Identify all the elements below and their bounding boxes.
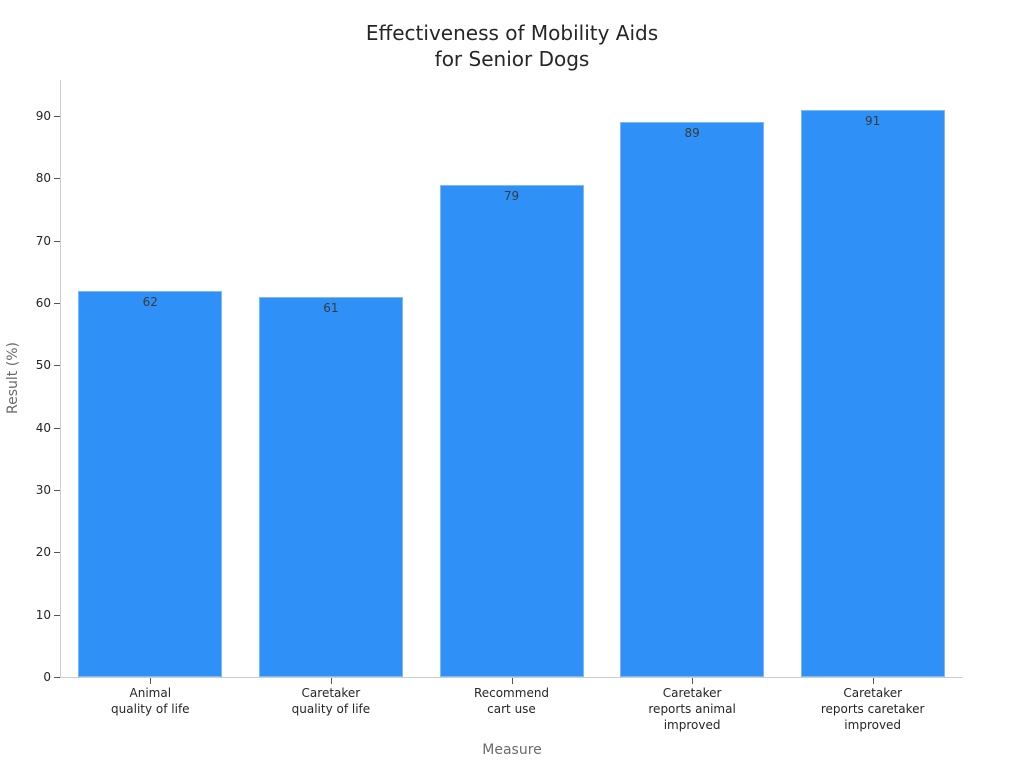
y-tick-mark <box>54 614 60 616</box>
bar: 91 <box>800 109 945 677</box>
y-tick: 20 <box>0 545 60 566</box>
y-tick: 50 <box>0 358 60 379</box>
x-tick-label-line: improved <box>663 718 721 732</box>
bar: 89 <box>620 122 765 677</box>
bar-value-label: 61 <box>323 300 339 315</box>
x-tick-label: Recommend cart use <box>422 685 602 717</box>
y-tick-label: 80 <box>35 171 51 186</box>
y-tick: 60 <box>0 296 60 317</box>
x-tick-mark <box>692 678 693 684</box>
y-tick-mark <box>54 365 60 367</box>
bar-value-label: 91 <box>865 113 881 128</box>
y-tick: 10 <box>0 608 60 629</box>
y-tick-label: 90 <box>35 109 51 123</box>
y-tick-label: 10 <box>35 607 51 622</box>
bar: 61 <box>258 296 403 677</box>
x-tick-mark <box>873 678 874 684</box>
chart-title: Effectiveness of Mobility Aids for Senio… <box>0 20 1024 72</box>
y-tick: 0 <box>0 670 60 691</box>
x-tick-label-line: cart use <box>487 702 536 716</box>
y-tick-label: 40 <box>35 420 51 435</box>
x-tick-mark <box>331 678 332 684</box>
bar-value-label: 79 <box>503 188 520 203</box>
x-tick-label-line: Caretaker <box>662 686 722 700</box>
x-tick-label-line: Recommend <box>473 686 550 700</box>
y-axis-line <box>60 80 61 677</box>
chart-title-line-1: Effectiveness of Mobility Aids <box>365 21 659 45</box>
y-tick: 80 <box>0 171 60 192</box>
bar: 79 <box>439 184 584 677</box>
x-tick-mark <box>150 678 151 684</box>
x-tick-label-line: quality of life <box>111 702 190 716</box>
x-tick-label-line: improved <box>844 718 902 732</box>
y-tick-mark <box>54 427 60 429</box>
y-tick-label: 50 <box>35 358 51 373</box>
y-tick: 70 <box>0 234 60 255</box>
x-tick-label: Caretaker quality of life <box>241 685 421 717</box>
x-tick-label-line: reports caretaker <box>820 702 925 716</box>
y-tick-label: 20 <box>35 545 51 560</box>
y-tick-mark <box>54 490 60 491</box>
bar-value-label: 89 <box>684 126 700 141</box>
x-tick-label-line: quality of life <box>291 702 371 716</box>
y-tick-mark <box>54 116 60 117</box>
x-axis-label: Measure <box>482 742 542 758</box>
x-tick-label-line: reports animal <box>648 702 736 716</box>
y-tick: 40 <box>0 421 60 442</box>
y-tick-mark <box>54 552 60 554</box>
y-tick-mark <box>54 677 60 678</box>
x-tick-label-line: Caretaker <box>843 686 903 700</box>
bar: 62 <box>78 290 223 677</box>
y-tick-label: 60 <box>35 296 51 310</box>
y-tick-mark <box>54 303 60 304</box>
y-tick: 30 <box>0 483 60 504</box>
chart-title-line-2: for Senior Dogs <box>434 47 590 71</box>
y-tick: 90 <box>0 109 60 130</box>
y-tick-label: 0 <box>43 670 51 684</box>
x-tick-label: Caretaker reports caretaker improved <box>783 685 963 733</box>
x-tick-label: Caretaker reports animal improved <box>602 685 782 733</box>
y-tick-mark <box>54 240 60 242</box>
x-axis-line <box>60 677 963 678</box>
x-tick-label-line: Animal <box>129 686 172 700</box>
y-tick-label: 70 <box>35 233 51 248</box>
y-tick-label: 30 <box>35 483 51 497</box>
bar-value-label: 62 <box>142 294 158 309</box>
x-tick-label: Animal quality of life <box>60 685 240 717</box>
y-tick-mark <box>54 178 60 180</box>
x-tick-mark <box>512 678 513 684</box>
x-tick-label-line: Caretaker <box>301 686 361 700</box>
